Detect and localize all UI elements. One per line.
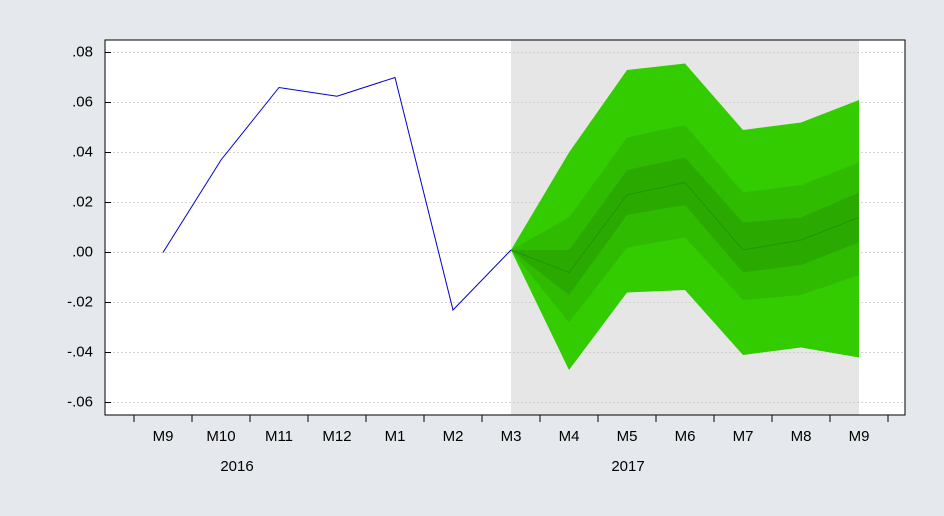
y-tick-label: .02 xyxy=(72,193,93,210)
x-tick-label: M11 xyxy=(265,428,293,445)
x-tick-label: M1 xyxy=(385,428,406,445)
x-tick-label: M9 xyxy=(849,428,870,445)
x-tick-label: M12 xyxy=(322,428,351,445)
median-line xyxy=(510,181,860,274)
x-tick-label: M9 xyxy=(153,428,174,445)
year-label: 2017 xyxy=(611,458,644,475)
y-tick-label: .04 xyxy=(72,143,93,160)
y-tick-label: .06 xyxy=(72,93,93,110)
x-tick-label: M10 xyxy=(206,428,235,445)
x-tick-label: M2 xyxy=(443,428,464,445)
y-tick-label: .00 xyxy=(72,243,93,260)
plot-frame xyxy=(104,39,906,416)
fan-band xyxy=(511,157,859,295)
y-tick-label: -.06 xyxy=(67,393,93,410)
y-tick-label: -.04 xyxy=(67,343,93,360)
x-tick-label: M6 xyxy=(675,428,696,445)
y-tick-label: .08 xyxy=(72,43,93,60)
x-tick-label: M8 xyxy=(791,428,812,445)
actual-line xyxy=(162,76,512,311)
x-tick-label: M4 xyxy=(559,428,580,445)
x-tick-label: M3 xyxy=(501,428,522,445)
y-tick-label: -.02 xyxy=(67,293,93,310)
x-tick-label: M5 xyxy=(617,428,638,445)
fan-band xyxy=(511,125,859,323)
year-label: 2016 xyxy=(220,458,253,475)
x-tick-label: M7 xyxy=(733,428,754,445)
